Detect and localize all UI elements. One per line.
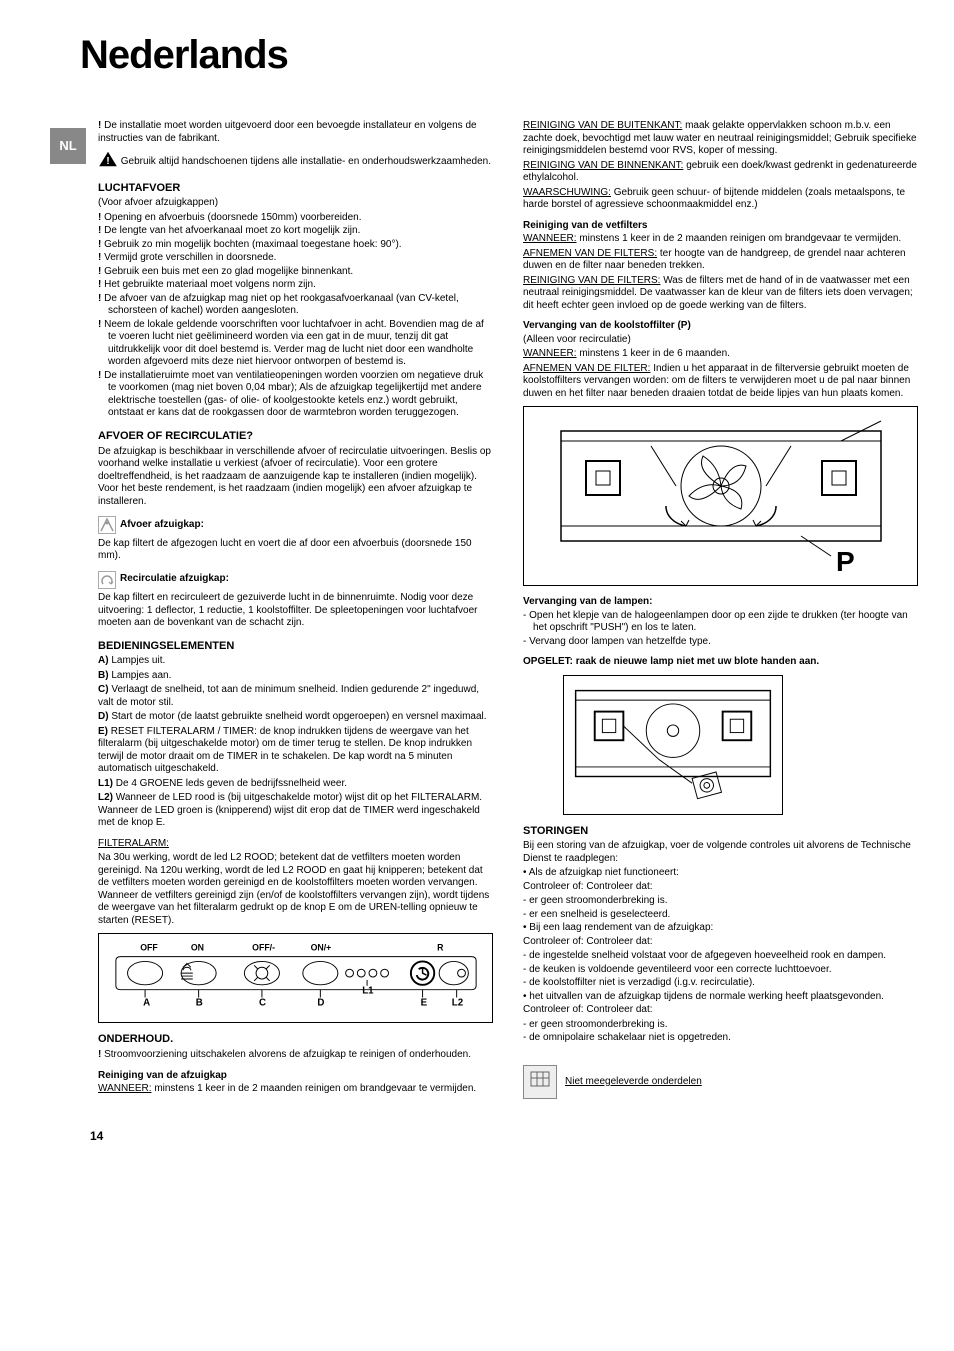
filter-figure: P [523,406,918,586]
list-item: De lengte van het afvoerkanaal moet zo k… [98,225,493,238]
bediening-heading: BEDIENINGSELEMENTEN [98,640,493,654]
afvoer-sub2-h: Recirculatie afzuigkap: [120,573,229,586]
bediening-item: C) Verlaagt de snelheid, tot aan de mini… [98,684,493,709]
intro-warning: De installatie moet worden uitgevoerd do… [98,120,477,144]
opgelet-text: OPGELET: raak de nieuwe lamp niet met uw… [523,656,918,669]
afvoer-sub1-h: Afvoer afzuigkap: [120,519,204,532]
svg-text:OFF/-: OFF/- [252,943,275,953]
svg-text:L1: L1 [362,986,374,997]
list-item: Neem de lokale geldende voorschriften vo… [98,319,493,369]
storingen-b3: het uitvallen van de afzuigkap tijdens d… [523,991,918,1004]
reiniging-wanneer: minstens 1 keer in de 2 maanden reinigen… [154,1083,476,1094]
afvoer-heading: AFVOER OF RECIRCULATIE? [98,430,493,444]
bediening-item: A) Lampjes uit. [98,655,493,668]
svg-text:OFF: OFF [140,943,158,953]
svg-text:!: ! [106,156,109,167]
right-column: REINIGING VAN DE BUITENKANT: maak gelakt… [523,120,918,1099]
storingen-c2: Controleer of: Controleer dat: [523,936,918,949]
onderhoud-heading: ONDERHOUD. [98,1033,493,1047]
language-tab: NL [50,128,86,164]
storingen-intro: Bij een storing van de afzuigkap, voer d… [523,840,918,865]
kool-wanneer: minstens 1 keer in de 6 maanden. [579,348,730,359]
page-title: Nederlands [80,30,904,80]
bediening-list: A) Lampjes uit. B) Lampjes aan.C) Verlaag… [98,655,493,830]
list-item: er een snelheid is geselecteerd. [523,909,918,922]
storingen-c1: Controleer of: Controleer dat: [523,881,918,894]
svg-text:A: A [143,998,150,1009]
list-item: de omnipolaire schakelaar niet is opgetr… [523,1032,918,1045]
bediening-item: B) Lampjes aan. [98,670,493,683]
vet-wanneer: minstens 1 keer in de 2 maanden reinigen… [579,233,901,244]
list-item: De installatieruimte moet van ventilatie… [98,370,493,420]
list-item: Opening en afvoerbuis (doorsnede 150mm) … [98,212,493,225]
svg-text:D: D [317,998,324,1009]
storingen-l3: er geen stroomonderbreking is.de omnipol… [523,1019,918,1045]
warning-icon: ! [98,151,118,172]
list-item: de koolstoffilter niet is verzadigd (i.g… [523,977,918,990]
filteralarm-heading: FILTERALARM: [98,838,493,851]
reiniging-heading: Reiniging van de afzuigkap [98,1070,493,1083]
afvoer-sub2-text: De kap filtert en recirculeert de gezuiv… [98,592,493,630]
lampen-list: Open het klepje van de halogeenlampen do… [523,610,918,649]
niet-meegeleverd: Niet meegeleverde onderdelen [565,1076,702,1089]
recirculation-icon [98,571,116,589]
page-number: 14 [90,1129,904,1144]
svg-text:ON/+: ON/+ [310,943,331,953]
lamp-figure [563,675,783,815]
list-item: de keuken is voldoende geventileerd voor… [523,964,918,977]
lampen-heading: Vervanging van de lampen: [523,596,918,609]
left-column: ! De installatie moet worden uitgevoerd … [98,120,493,1099]
list-item: Het gebruikte materiaal moet volgens nor… [98,279,493,292]
list-item: Vervang door lampen van hetzelfde type. [523,636,918,649]
svg-text:B: B [195,998,202,1009]
exhaust-icon [98,516,116,534]
kool-sub: (Alleen voor recirculatie) [523,334,918,347]
list-item: Gebruik een buis met een zo glad mogelij… [98,266,493,279]
storingen-b1: Als de afzuigkap niet functioneert: [523,867,918,880]
svg-text:ON: ON [190,943,203,953]
bediening-item: L2) Wanneer de LED rood is (bij uitgesch… [98,792,493,830]
svg-text:P: P [836,546,855,577]
parts-icon [523,1065,557,1099]
luchtafvoer-heading: LUCHTAFVOER [98,182,493,196]
svg-text:L2: L2 [451,998,463,1009]
svg-text:E: E [420,998,427,1009]
filteralarm-text: Na 30u werking, wordt de led L2 ROOD; be… [98,852,493,927]
onderhoud-list: Stroomvoorziening uitschakelen alvorens … [98,1049,493,1062]
onderhoud-item: Stroomvoorziening uitschakelen alvorens … [98,1049,493,1062]
vetfilters-heading: Reiniging van de vetfilters [523,220,918,233]
bediening-item: D) Start de motor (de laatst gebruikte s… [98,711,493,724]
list-item: Open het klepje van de halogeenlampen do… [523,610,918,635]
bediening-item: L1) De 4 GROENE leds geven de bedrijfssn… [98,778,493,791]
afvoer-sub1-text: De kap filtert de afgezogen lucht en voe… [98,538,493,563]
storingen-c3: Controleer of: Controleer dat: [523,1004,918,1017]
storingen-heading: STORINGEN [523,825,918,839]
list-item: er geen stroomonderbreking is. [523,1019,918,1032]
list-item: Vermijd grote verschillen in doorsnede. [98,252,493,265]
luchtafvoer-sub: (Voor afvoer afzuigkappen) [98,197,493,210]
storingen-l2: de ingestelde snelheid volstaat voor de … [523,950,918,990]
control-panel-figure: OFF ON OFF/- ON/+ R [98,933,493,1023]
gloves-text: Gebruik altijd handschoenen tijdens alle… [121,156,491,167]
bediening-item: E) RESET FILTERALARM / TIMER: de knop in… [98,726,493,776]
list-item: de ingestelde snelheid volstaat voor de … [523,950,918,963]
list-item: De afvoer van de afzuigkap mag niet op h… [98,293,493,318]
luchtafvoer-list: Opening en afvoerbuis (doorsnede 150mm) … [98,212,493,420]
storingen-b2: Bij een laag rendement van de afzuigkap: [523,922,918,935]
svg-text:R: R [437,943,444,953]
svg-text:C: C [259,998,266,1009]
kool-heading: Vervanging van de koolstoffilter (P) [523,320,918,333]
list-item: er geen stroomonderbreking is. [523,895,918,908]
afvoer-text: De afzuigkap is beschikbaar in verschill… [98,446,493,509]
storingen-l1: er geen stroomonderbreking is.er een sne… [523,895,918,921]
list-item: Gebruik zo min mogelijk bochten (maximaa… [98,239,493,252]
